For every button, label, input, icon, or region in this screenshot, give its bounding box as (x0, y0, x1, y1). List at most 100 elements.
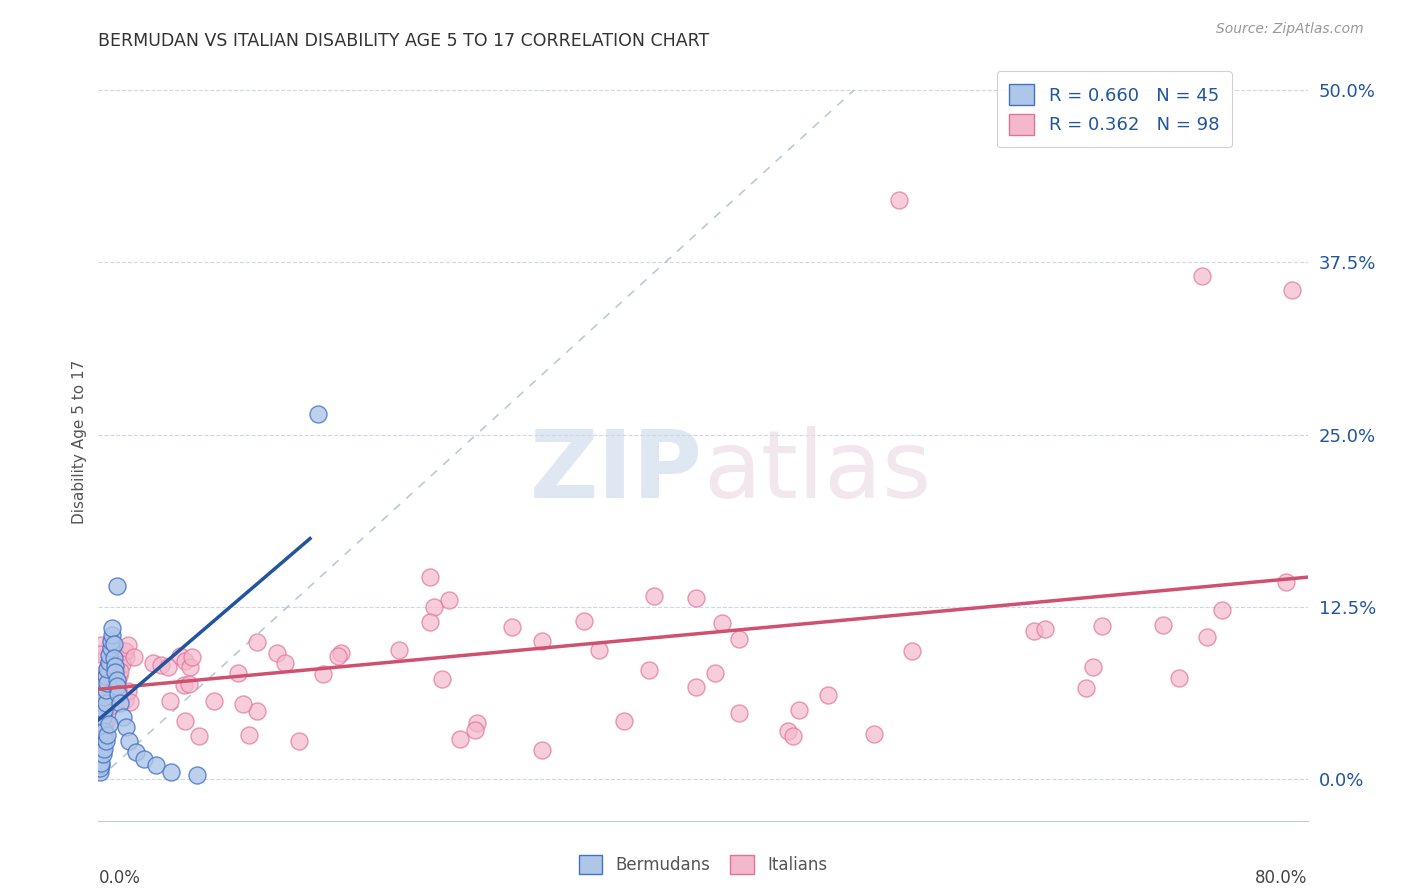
Point (111, 657, 134, 672)
Point (98, 717, 121, 731)
Point (105, 579, 128, 593)
Point (312, 667, 335, 681)
Point (419, 615, 441, 630)
Point (638, 664, 661, 678)
Point (1022, 624, 1045, 638)
Point (93, 716, 115, 731)
Point (173, 714, 195, 728)
Point (90, 745, 112, 759)
Point (787, 703, 810, 717)
Point (388, 643, 411, 657)
Point (1168, 671, 1191, 685)
Point (96, 661, 118, 675)
Point (288, 733, 311, 747)
Point (107, 687, 129, 701)
Point (180, 649, 202, 664)
Point (101, 660, 124, 674)
Point (97, 669, 120, 683)
Point (1152, 617, 1174, 632)
Point (103, 651, 125, 665)
Point (98, 648, 121, 663)
Point (105, 679, 128, 693)
Point (98, 698, 121, 713)
Point (572, 614, 595, 628)
Point (94, 648, 117, 663)
Point (96, 668, 118, 682)
Point (122, 650, 145, 665)
Point (145, 758, 167, 772)
Point (89, 761, 111, 775)
Point (179, 660, 201, 674)
Point (90, 758, 112, 772)
Point (115, 649, 138, 664)
Point (120, 695, 142, 709)
Point (186, 768, 208, 782)
Point (96, 662, 118, 676)
Point (531, 742, 554, 756)
Point (711, 615, 734, 630)
Point (96, 675, 118, 690)
Point (98, 657, 121, 671)
Point (94, 670, 117, 684)
Point (103, 637, 125, 651)
Point (114, 692, 136, 706)
Point (685, 680, 707, 694)
Text: BERMUDAN VS ITALIAN DISABILITY AGE 5 TO 17 CORRELATION CHART: BERMUDAN VS ITALIAN DISABILITY AGE 5 TO … (98, 32, 710, 50)
Point (437, 592, 460, 607)
Point (1081, 660, 1104, 674)
Point (530, 634, 553, 648)
Point (238, 728, 260, 742)
Point (90, 638, 112, 652)
Point (613, 714, 636, 728)
Point (1211, 603, 1233, 617)
Point (125, 745, 148, 759)
Point (274, 656, 297, 670)
Point (94, 668, 117, 682)
Point (464, 723, 486, 737)
Point (111, 710, 134, 724)
Point (187, 729, 209, 743)
Point (330, 646, 353, 660)
Point (104, 665, 127, 679)
Point (1033, 622, 1056, 636)
Point (202, 694, 225, 708)
Point (863, 727, 886, 741)
Point (93, 695, 115, 709)
Point (114, 720, 136, 734)
Point (94, 733, 117, 747)
Legend: Bermudans, Italians: Bermudans, Italians (572, 848, 834, 880)
Point (93, 724, 115, 739)
Point (100, 641, 122, 656)
Point (91, 731, 114, 745)
Text: ZIP: ZIP (530, 425, 703, 518)
Point (246, 704, 269, 718)
Point (685, 591, 707, 606)
Point (91, 738, 114, 752)
Point (817, 688, 839, 702)
Y-axis label: Disability Age 5 to 17: Disability Age 5 to 17 (72, 359, 87, 524)
Point (1275, 574, 1298, 589)
Point (465, 715, 488, 730)
Point (117, 684, 139, 698)
Text: Source: ZipAtlas.com: Source: ZipAtlas.com (1216, 22, 1364, 37)
Point (728, 632, 751, 647)
Point (643, 590, 665, 604)
Point (150, 657, 173, 672)
Point (101, 675, 124, 690)
Point (96, 728, 118, 742)
Point (423, 600, 446, 615)
Point (501, 620, 523, 634)
Point (94, 669, 117, 683)
Point (307, 407, 329, 421)
Text: atlas: atlas (703, 425, 931, 518)
Point (728, 706, 751, 720)
Point (91, 747, 114, 762)
Point (101, 627, 124, 641)
Point (1074, 681, 1097, 695)
Point (449, 732, 471, 747)
Point (326, 648, 349, 663)
Point (104, 659, 127, 673)
Point (246, 634, 269, 648)
Point (588, 642, 610, 657)
Point (173, 678, 195, 692)
